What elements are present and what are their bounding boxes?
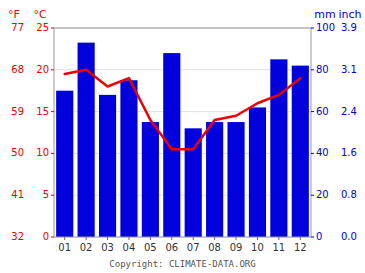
x-tick-label: 09: [230, 242, 243, 253]
tick: [51, 69, 54, 70]
bar: [56, 91, 73, 237]
x-tick-label: 01: [58, 242, 71, 253]
y2-outer-tick-label: 0.0: [341, 231, 357, 242]
chart: 05101520253241505968770204060801000.00.8…: [0, 0, 365, 273]
x-tick-label: 08: [208, 242, 221, 253]
tick: [51, 237, 54, 238]
y-outer-tick-label: 41: [11, 189, 24, 200]
y-tick-label: 5: [43, 189, 49, 200]
tick: [64, 237, 65, 240]
tick: [107, 237, 108, 240]
bar: [270, 59, 287, 237]
tick: [150, 237, 151, 240]
y-outer-tick-label: 32: [11, 231, 24, 242]
axis-label: °F: [8, 8, 20, 21]
tick: [278, 237, 279, 240]
y-tick-label: 25: [36, 22, 49, 33]
y-tick-label: 15: [36, 106, 49, 117]
line: [65, 70, 301, 149]
bar: [142, 122, 159, 237]
y2-tick-label: 0: [316, 231, 322, 242]
y-tick-label: 10: [36, 147, 49, 158]
y2-tick-label: 40: [316, 147, 329, 158]
y2-outer-tick-label: 1.6: [341, 147, 357, 158]
tick: [311, 153, 314, 154]
x-tick-label: 12: [294, 242, 307, 253]
bar: [120, 80, 137, 237]
tick: [51, 195, 54, 196]
x-tick-label: 03: [101, 242, 114, 253]
bar: [249, 107, 266, 237]
tick: [51, 111, 54, 112]
axis-label: inch: [338, 8, 361, 21]
y2-outer-tick-label: 3.9: [341, 22, 357, 33]
tick: [51, 28, 54, 29]
y2-outer-tick-label: 0.8: [341, 189, 357, 200]
marks: [56, 43, 309, 237]
y-tick-label: 20: [36, 64, 49, 75]
x-tick-label: 06: [165, 242, 178, 253]
y2-tick-label: 80: [316, 64, 329, 75]
x-tick-label: 05: [144, 242, 157, 253]
bar: [163, 53, 180, 237]
bar: [206, 122, 223, 237]
tick: [311, 28, 314, 29]
y2-tick-label: 20: [316, 189, 329, 200]
tick: [51, 153, 54, 154]
bar: [99, 95, 116, 237]
x-tick-label: 10: [251, 242, 264, 253]
x-tick-label: 07: [187, 242, 200, 253]
tick: [214, 237, 215, 240]
tick: [171, 237, 172, 240]
y2-tick-label: 100: [316, 22, 335, 33]
bar: [185, 128, 202, 237]
tick: [236, 237, 237, 240]
tick: [128, 237, 129, 240]
y2-tick-label: 60: [316, 106, 329, 117]
tick: [300, 237, 301, 240]
annotation: Copyright: CLIMATE-DATA.ORG: [109, 259, 255, 269]
tick: [311, 237, 314, 238]
plot-frame: [54, 28, 311, 237]
axis-label: mm: [314, 8, 335, 21]
x-tick-label: 11: [273, 242, 286, 253]
y-outer-tick-label: 50: [11, 147, 24, 158]
x-tick-label: 02: [80, 242, 93, 253]
tick: [311, 69, 314, 70]
y2-outer-tick-label: 3.1: [341, 64, 357, 75]
tick: [86, 237, 87, 240]
bar: [292, 66, 309, 237]
tick: [311, 195, 314, 196]
axis-label: °C: [33, 8, 47, 21]
y2-outer-tick-label: 2.4: [341, 106, 357, 117]
y-outer-tick-label: 77: [11, 22, 24, 33]
tick: [193, 237, 194, 240]
y-outer-tick-label: 68: [11, 64, 24, 75]
x-tick-label: 04: [123, 242, 136, 253]
plot-area: [54, 28, 311, 237]
y-tick-label: 0: [43, 231, 49, 242]
y-outer-tick-label: 59: [11, 106, 24, 117]
tick: [311, 111, 314, 112]
bar: [227, 122, 244, 237]
tick: [257, 237, 258, 240]
